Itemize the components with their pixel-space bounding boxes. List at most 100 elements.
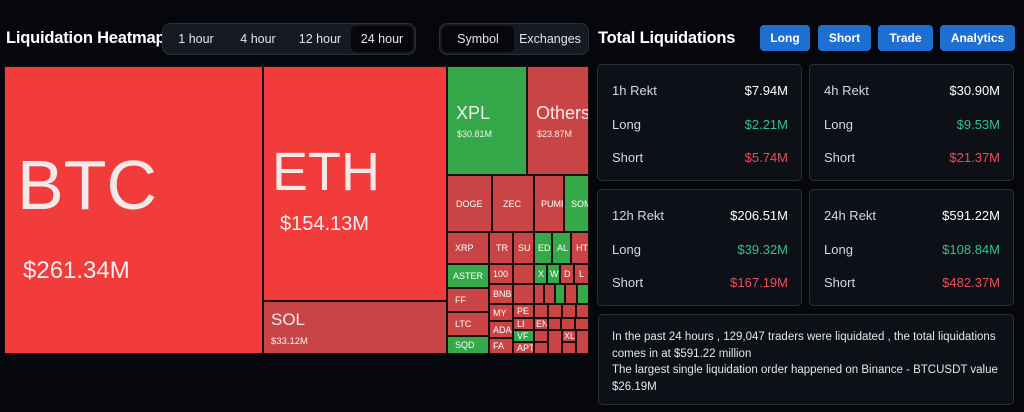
card-label: 4h Rekt [824, 83, 869, 98]
tile-symbol: FA [493, 341, 505, 351]
tile-tr[interactable]: TR [489, 232, 513, 264]
tile-en[interactable]: EN [534, 318, 548, 330]
tile-symbol: BNB [493, 289, 512, 299]
tile-small[interactable] [562, 342, 576, 354]
tile-small[interactable] [562, 304, 576, 318]
tile-symbol: ED [538, 243, 551, 253]
tile-zec[interactable]: ZEC [492, 175, 534, 232]
tile-value: $261.34M [23, 257, 130, 284]
tile-small[interactable] [575, 318, 589, 330]
long-label: Long [824, 117, 853, 132]
tile-sol[interactable]: SOL $33.12M [263, 301, 447, 354]
tile-symbol: LTC [455, 319, 472, 329]
tile-small[interactable] [544, 284, 555, 304]
tile-symbol: HT [576, 243, 588, 253]
tile-somi[interactable]: SOMI [564, 175, 589, 232]
rekt-card-12h: 12h Rekt $206.51M Long $39.32M Short $167.1… [597, 189, 802, 306]
short-value: $5.74M [744, 150, 788, 165]
tile-l[interactable]: L [574, 264, 589, 284]
tile-ltc[interactable]: LTC [447, 312, 489, 336]
tile-ed[interactable]: ED [534, 232, 552, 264]
tile-symbol: PE [517, 306, 530, 316]
tile-pe[interactable]: PE [513, 304, 534, 318]
long-value: $108.84M [942, 242, 1000, 257]
rekt-card-1h: 1h Rekt $7.94M Long $2.21M Short $5.74M [597, 64, 802, 181]
card-total: $7.94M [744, 83, 788, 98]
long-label: Long [612, 242, 641, 257]
tile-symbol: ZEC [503, 198, 521, 209]
time-option-12h[interactable]: 12 hour [298, 32, 342, 46]
time-option-24h[interactable]: 24 hour [351, 26, 413, 52]
tile-fa[interactable]: FA [489, 338, 513, 354]
tile-small[interactable] [577, 284, 589, 304]
tile-symbol: XL [564, 331, 576, 341]
tile-apt[interactable]: APT [513, 342, 534, 354]
tile-ff[interactable]: FF [447, 288, 489, 312]
tile-sqd[interactable]: SQD [447, 336, 489, 354]
tile-symbol: X [538, 269, 545, 279]
tile-symbol: ASTER [453, 271, 484, 281]
tile-aster[interactable]: ASTER [447, 264, 489, 288]
tile-small[interactable] [555, 284, 565, 304]
summary-line: The largest single liquidation order hap… [612, 364, 998, 376]
tile-symbol: DOGE [456, 198, 483, 209]
tile-eth[interactable]: ETH $154.13M [263, 66, 447, 301]
tile-small[interactable] [565, 284, 577, 304]
tile-100[interactable]: 100 [489, 264, 513, 284]
time-range-selector: 1 hour 4 hour 12 hour 24 hour [162, 23, 416, 55]
tile-ht[interactable]: HT [571, 232, 589, 264]
tile-symbol: BTC [17, 146, 157, 224]
tile-small[interactable] [576, 330, 589, 354]
group-option-symbol[interactable]: Symbol [442, 26, 514, 52]
tile-small[interactable] [513, 264, 534, 284]
tile-xl[interactable]: XL [562, 330, 576, 342]
group-option-exchanges[interactable]: Exchanges [519, 32, 581, 46]
tile-small[interactable] [548, 318, 561, 330]
long-button[interactable]: Long [760, 25, 810, 51]
tile-su[interactable]: SU [513, 232, 534, 264]
tile-doge[interactable]: DOGE [447, 175, 492, 232]
rekt-card-24h: 24h Rekt $591.22M Long $108.84M Short $482.… [809, 189, 1014, 306]
summary-line: comes in at $591.22 million [612, 347, 752, 360]
tile-xpl[interactable]: XPL $30.81M [447, 66, 527, 175]
tile-d[interactable]: D [560, 264, 574, 284]
tile-w[interactable]: W [547, 264, 560, 284]
tile-small[interactable] [534, 330, 548, 342]
tile-xrp[interactable]: XRP [447, 232, 489, 264]
tile-symbol: APT [517, 343, 534, 353]
tile-small[interactable] [548, 304, 562, 318]
tile-small[interactable] [534, 342, 548, 354]
tile-small[interactable] [513, 284, 534, 304]
long-value: $39.32M [737, 242, 788, 257]
liquidation-summary: In the past 24 hours , 129,047 traders w… [598, 314, 1014, 405]
tile-bnb[interactable]: BNB [489, 284, 513, 304]
tile-others[interactable]: Others $23.87M [527, 66, 589, 175]
analytics-button[interactable]: Analytics [940, 25, 1015, 51]
tile-li[interactable]: LI [513, 318, 534, 330]
tile-al[interactable]: AL [552, 232, 571, 264]
time-option-1h[interactable]: 1 hour [178, 32, 214, 46]
tile-symbol: ETH [272, 142, 380, 202]
tile-symbol: SU [518, 243, 531, 253]
trade-button[interactable]: Trade [878, 25, 933, 51]
tile-my[interactable]: MY [489, 304, 513, 321]
time-option-4h[interactable]: 4 hour [240, 32, 276, 46]
tile-btc[interactable]: BTC $261.34M [4, 66, 263, 354]
card-label: 12h Rekt [612, 208, 665, 223]
tile-small[interactable] [534, 284, 544, 304]
tile-value: $154.13M [280, 213, 369, 235]
long-label: Long [824, 242, 853, 257]
tile-symbol: XRP [455, 243, 474, 253]
tile-x[interactable]: X [534, 264, 547, 284]
short-button[interactable]: Short [818, 25, 871, 51]
card-label: 24h Rekt [824, 208, 877, 223]
tile-vf[interactable]: VF [513, 330, 534, 342]
long-value: $2.21M [744, 117, 788, 132]
tile-small[interactable] [576, 304, 589, 318]
tile-small[interactable] [561, 318, 575, 330]
tile-small[interactable] [548, 330, 562, 354]
tile-small[interactable] [534, 304, 548, 318]
tile-symbol: ADA [493, 324, 512, 335]
tile-pump[interactable]: PUMP [534, 175, 564, 232]
tile-ada[interactable]: ADA [489, 321, 513, 338]
